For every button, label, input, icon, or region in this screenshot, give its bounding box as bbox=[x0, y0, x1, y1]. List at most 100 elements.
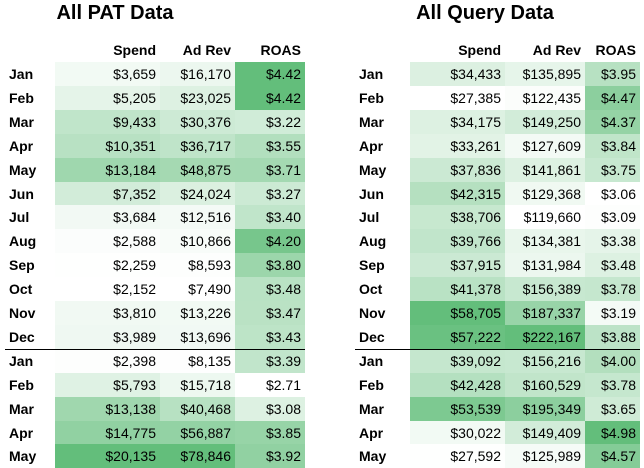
value-cell: $14,775 bbox=[55, 420, 160, 445]
row-label: Jan bbox=[9, 66, 34, 82]
value-cell: $48,875 bbox=[160, 157, 235, 182]
value-cell: $13,184 bbox=[55, 157, 160, 182]
value-cell: $2,398 bbox=[55, 348, 160, 374]
value-cell: $4.20 bbox=[235, 229, 305, 254]
value-cell: $119,660 bbox=[505, 205, 585, 230]
value-cell: $9,433 bbox=[55, 109, 160, 135]
value-cell: $3.80 bbox=[235, 253, 305, 278]
row-label: Jun bbox=[359, 185, 384, 202]
value-cell: $4.00 bbox=[585, 348, 640, 374]
value-cell: $135,895 bbox=[505, 62, 585, 87]
value-cell: $4.98 bbox=[585, 420, 640, 445]
column-header: ROAS bbox=[595, 42, 636, 58]
value-cell: $141,861 bbox=[505, 157, 585, 182]
row-label: May bbox=[9, 161, 37, 178]
row-label: Mar bbox=[9, 400, 34, 417]
year-separator bbox=[355, 348, 640, 350]
column-header: Ad Rev bbox=[532, 42, 581, 58]
value-cell: $156,216 bbox=[505, 348, 585, 374]
value-cell: $3.65 bbox=[585, 396, 640, 421]
value-cell: $30,022 bbox=[410, 420, 505, 445]
value-cell: $131,984 bbox=[505, 253, 585, 278]
value-cell: $125,989 bbox=[505, 444, 585, 468]
value-cell: $195,349 bbox=[505, 396, 585, 421]
value-cell: $42,428 bbox=[410, 372, 505, 398]
value-cell: $4.42 bbox=[235, 85, 305, 111]
year-separator bbox=[5, 348, 305, 350]
value-cell: $2,152 bbox=[55, 277, 160, 302]
value-cell: $10,866 bbox=[160, 229, 235, 254]
value-cell: $3.08 bbox=[235, 396, 305, 421]
value-cell: $78,846 bbox=[160, 444, 235, 468]
value-cell: $3.48 bbox=[585, 253, 640, 278]
value-cell: $4.42 bbox=[235, 62, 305, 87]
value-cell: $10,351 bbox=[55, 133, 160, 159]
row-label: May bbox=[359, 448, 387, 465]
value-cell: $127,609 bbox=[505, 133, 585, 159]
table-title: All PAT Data bbox=[56, 2, 174, 24]
value-cell: $13,696 bbox=[160, 324, 235, 350]
value-cell: $149,250 bbox=[505, 109, 585, 135]
row-label: Mar bbox=[359, 113, 384, 130]
value-cell: $3.71 bbox=[235, 157, 305, 182]
value-cell: $3.88 bbox=[585, 324, 640, 350]
row-label: Apr bbox=[9, 137, 34, 154]
value-cell: $34,175 bbox=[410, 109, 505, 135]
value-cell: $187,337 bbox=[505, 301, 585, 326]
row-label: Aug bbox=[359, 233, 387, 250]
value-cell: $3.84 bbox=[585, 133, 640, 159]
value-cell: $39,766 bbox=[410, 229, 505, 254]
column-header: Spend bbox=[458, 42, 501, 58]
value-cell: $2,588 bbox=[55, 229, 160, 254]
value-cell: $3.19 bbox=[585, 301, 640, 326]
value-cell: $36,717 bbox=[160, 133, 235, 159]
row-label: Jan bbox=[9, 352, 34, 369]
value-cell: $53,539 bbox=[410, 396, 505, 421]
row-label: Jul bbox=[359, 209, 380, 226]
value-cell: $129,368 bbox=[505, 181, 585, 206]
value-cell: $3.78 bbox=[585, 372, 640, 398]
value-cell: $8,135 bbox=[160, 348, 235, 374]
value-cell: $3.38 bbox=[585, 229, 640, 254]
value-cell: $134,381 bbox=[505, 229, 585, 254]
row-label: Sep bbox=[359, 257, 385, 274]
row-label: Dec bbox=[9, 328, 35, 345]
row-label: Jan bbox=[359, 352, 384, 369]
value-cell: $42,315 bbox=[410, 181, 505, 206]
value-cell: $4.47 bbox=[585, 85, 640, 111]
value-cell: $24,024 bbox=[160, 181, 235, 206]
value-cell: $4.37 bbox=[585, 109, 640, 135]
value-cell: $3,810 bbox=[55, 301, 160, 326]
row-label: Jul bbox=[9, 209, 30, 226]
value-cell: $27,592 bbox=[410, 444, 505, 468]
value-cell: $8,593 bbox=[160, 253, 235, 278]
value-cell: $13,226 bbox=[160, 301, 235, 326]
value-cell: $149,409 bbox=[505, 420, 585, 445]
row-label: Dec bbox=[359, 328, 385, 345]
row-label: Aug bbox=[9, 233, 37, 250]
value-cell: $2.71 bbox=[235, 372, 305, 398]
value-cell: $7,490 bbox=[160, 277, 235, 302]
value-cell: $37,915 bbox=[410, 253, 505, 278]
value-cell: $34,433 bbox=[410, 62, 505, 87]
table-title: All Query Data bbox=[416, 2, 554, 24]
row-label: Apr bbox=[359, 137, 384, 154]
value-cell: $3.55 bbox=[235, 133, 305, 159]
value-cell: $156,389 bbox=[505, 277, 585, 302]
value-cell: $2,259 bbox=[55, 253, 160, 278]
value-cell: $33,261 bbox=[410, 133, 505, 159]
row-label: Oct bbox=[359, 281, 383, 298]
value-cell: $3.48 bbox=[235, 277, 305, 302]
value-cell: $37,836 bbox=[410, 157, 505, 182]
row-label: Apr bbox=[359, 424, 384, 441]
value-cell: $13,138 bbox=[55, 396, 160, 421]
column-header: ROAS bbox=[260, 42, 301, 58]
value-cell: $7,352 bbox=[55, 181, 160, 206]
value-cell: $5,793 bbox=[55, 372, 160, 398]
row-label: Feb bbox=[359, 89, 384, 106]
value-cell: $23,025 bbox=[160, 85, 235, 111]
row-label: Feb bbox=[9, 376, 34, 393]
value-cell: $3.95 bbox=[585, 62, 640, 87]
column-header: Ad Rev bbox=[182, 42, 231, 58]
value-cell: $160,529 bbox=[505, 372, 585, 398]
